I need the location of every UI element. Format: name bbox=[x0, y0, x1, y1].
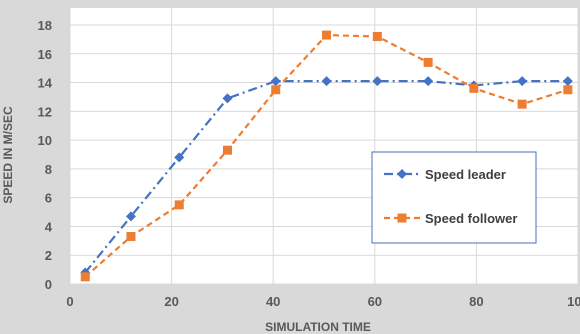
y-tick-label: 4 bbox=[45, 219, 53, 234]
data-point bbox=[322, 30, 332, 40]
x-tick-label: 80 bbox=[469, 294, 483, 309]
data-point bbox=[563, 85, 573, 95]
data-point bbox=[321, 76, 332, 87]
y-tick-label: 14 bbox=[38, 76, 53, 91]
tick-labels: 0 2 4 6 8 10 12 14 16 18 0 20 40 60 80 100 bbox=[38, 18, 580, 309]
legend-swatch-marker bbox=[397, 169, 407, 179]
legend: Speed leader Speed follower bbox=[371, 151, 537, 244]
y-tick-label: 2 bbox=[45, 248, 52, 263]
series-layer bbox=[80, 30, 573, 282]
x-tick-label: 20 bbox=[164, 294, 178, 309]
data-point bbox=[271, 85, 281, 95]
y-tick-label: 16 bbox=[38, 47, 52, 62]
legend-box bbox=[371, 151, 537, 244]
data-point bbox=[372, 32, 382, 42]
data-point bbox=[80, 272, 90, 282]
data-point bbox=[270, 76, 281, 87]
legend-label: Speed leader bbox=[425, 167, 506, 182]
y-tick-label: 12 bbox=[38, 104, 52, 119]
legend-label: Speed follower bbox=[425, 211, 517, 226]
x-tick-label: 0 bbox=[66, 294, 73, 309]
legend-item: Speed follower bbox=[384, 211, 517, 226]
y-tick-label: 8 bbox=[45, 162, 52, 177]
data-point bbox=[517, 76, 528, 87]
x-tick-label: 40 bbox=[266, 294, 280, 309]
data-point bbox=[423, 76, 434, 87]
data-point bbox=[174, 200, 184, 210]
series-speed-leader bbox=[80, 76, 573, 278]
y-axis-title: SPEED IN M/SEC bbox=[1, 106, 15, 204]
data-point bbox=[174, 152, 185, 163]
legend-swatch-marker bbox=[397, 213, 407, 223]
data-point bbox=[372, 76, 383, 87]
y-tick-label: 6 bbox=[45, 191, 52, 206]
data-point bbox=[125, 211, 136, 222]
y-tick-label: 10 bbox=[38, 133, 52, 148]
series-speed-follower bbox=[80, 30, 573, 282]
data-point bbox=[126, 232, 136, 242]
legend-item: Speed leader bbox=[384, 167, 506, 182]
x-tick-label: 100 bbox=[567, 294, 580, 309]
data-point bbox=[562, 76, 573, 87]
x-tick-label: 60 bbox=[368, 294, 382, 309]
y-tick-label: 18 bbox=[38, 18, 52, 33]
data-point bbox=[222, 145, 232, 155]
data-point bbox=[222, 93, 233, 104]
x-axis-title: SIMULATION TIME bbox=[265, 320, 371, 334]
data-point bbox=[517, 99, 527, 109]
data-point bbox=[423, 57, 433, 67]
data-point bbox=[469, 83, 479, 93]
legend-items: Speed leader Speed follower bbox=[384, 167, 517, 226]
y-tick-label: 0 bbox=[45, 277, 52, 292]
